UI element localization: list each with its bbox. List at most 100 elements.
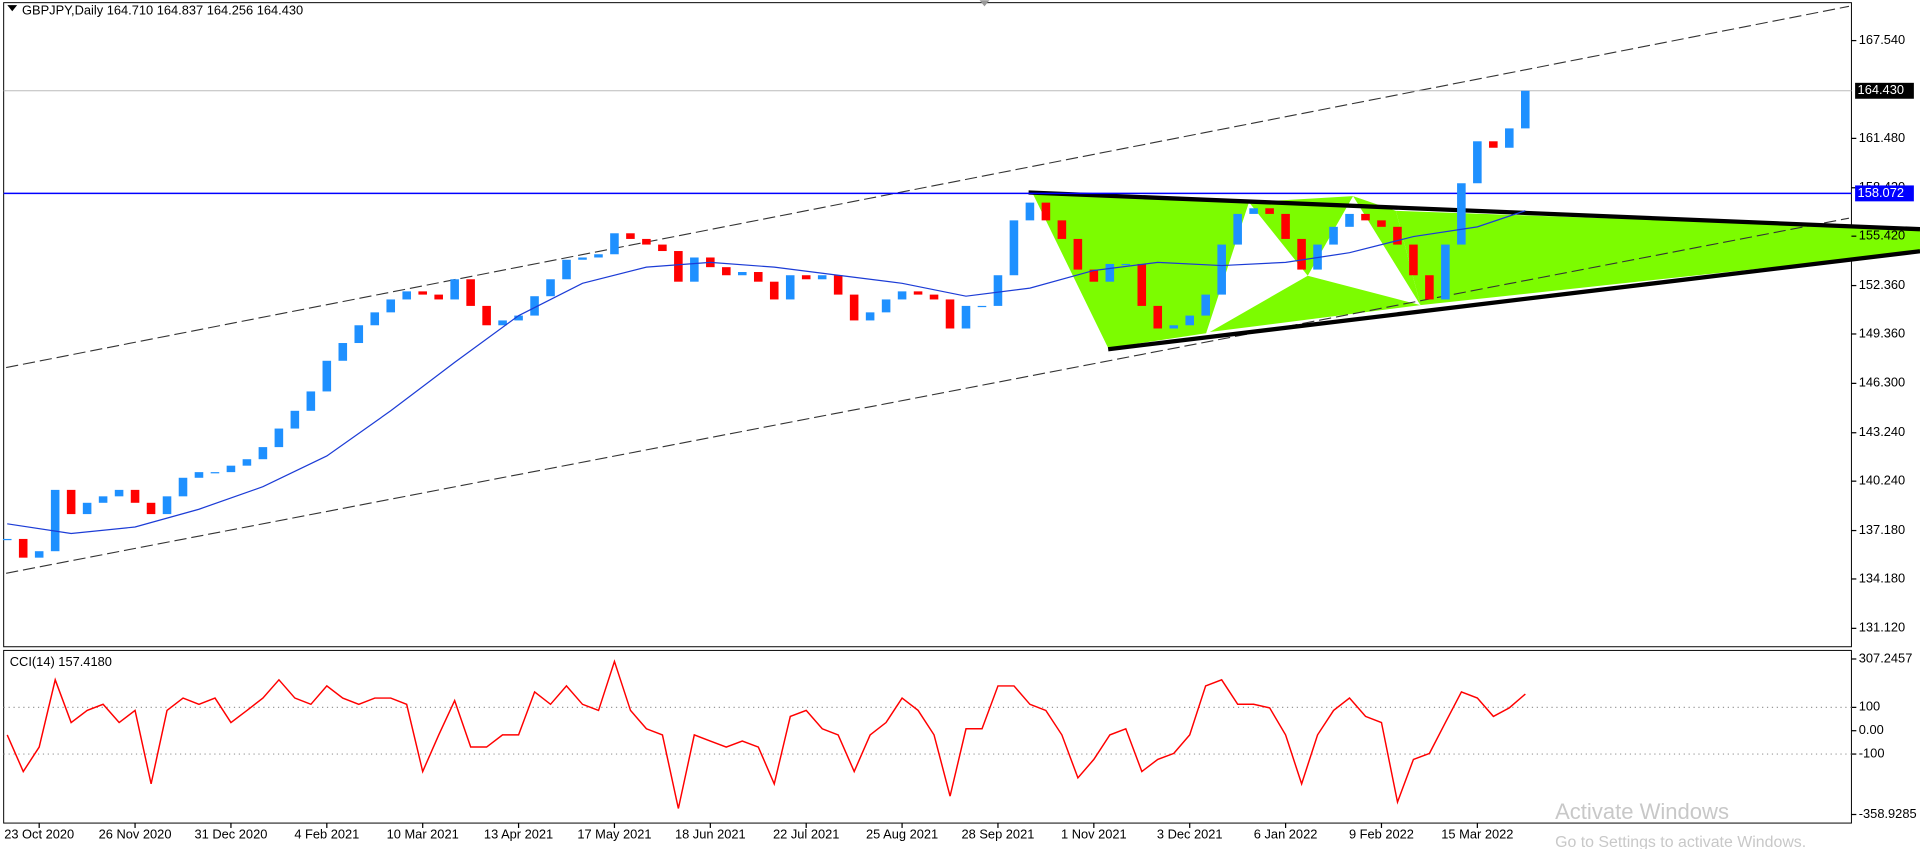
candle [578,257,587,260]
candle [546,279,555,297]
x-tick-label: 13 Apr 2021 [484,827,553,842]
indicator-title: CCI(14) 157.4180 [10,654,112,669]
candle [386,299,396,313]
candle [146,502,156,515]
y-tick-label: 100 [1859,699,1880,714]
candle [1457,183,1466,245]
candle [993,275,1003,306]
y-tick-label: 137.180 [1859,522,1905,537]
y-tick-label: 149.360 [1859,325,1905,340]
candle [338,343,348,361]
x-tick-label: 17 May 2021 [577,827,651,842]
candle [290,410,300,429]
candle [1185,315,1194,326]
x-tick-label: 26 Nov 2020 [99,827,172,842]
indicator-panel [3,649,1852,824]
last-price-label-box [1855,82,1914,99]
candle [226,465,236,473]
candle [738,272,747,276]
candle [210,472,220,474]
candle [1025,202,1035,221]
candle [1265,208,1274,214]
candle [1425,275,1434,300]
candle [849,294,859,321]
candle [785,275,795,300]
watermark-subtitle: Go to Settings to activate Windows. [1555,834,1806,849]
candle [1473,141,1482,184]
candle [1009,220,1019,276]
candle [1297,238,1306,270]
candle [98,496,108,503]
menu-arrow[interactable] [7,5,18,12]
triangle-line [1107,249,1920,352]
candle [817,275,827,280]
moving-average [7,210,1526,535]
candle [114,489,124,497]
candle [1233,213,1242,245]
candle [1073,238,1083,270]
pattern-shape [1209,275,1421,333]
candle [258,447,268,460]
pattern-fill [1032,192,1920,348]
candle [418,291,427,295]
watermark-title: Activate Windows [1555,799,1729,824]
candle [530,296,539,316]
channel-line [6,5,1850,369]
candle [1489,141,1498,148]
candle [769,281,779,300]
candle [1137,263,1147,306]
candle [658,244,667,252]
candle [162,496,172,515]
candle [434,294,443,300]
channel [6,5,1850,574]
candle [1105,263,1115,282]
channel-line [6,217,1850,574]
candle [402,291,411,300]
x-tick-label: 28 Sep 2021 [962,827,1035,842]
x-tick-label: 4 Feb 2021 [294,827,359,842]
candle [881,299,891,313]
candle [690,257,699,282]
candle [1409,244,1418,276]
candle [1393,226,1402,245]
pattern-shape [1395,210,1920,306]
level-label-box [1855,185,1914,202]
x-tick-label: 1 Nov 2021 [1061,827,1127,842]
candle [1521,90,1530,129]
y-tick-label: 143.240 [1859,424,1905,439]
candle [913,291,923,295]
x-tick-label: 6 Jan 2022 [1254,827,1318,842]
candle [1361,213,1370,221]
candle [1057,220,1067,239]
candle [1505,128,1514,148]
triangle [1028,190,1920,352]
candle [354,325,364,344]
x-tick-label: 25 Aug 2021 [866,827,938,842]
y-tick-label: 0.00 [1859,722,1884,737]
y-tick-label: 140.240 [1859,473,1905,488]
candle [66,489,76,515]
candle [1089,269,1099,282]
candle [945,299,955,329]
x-tick-label: 23 Oct 2020 [4,827,74,842]
candle [50,489,60,552]
y-tick-label: -358.9285 [1859,806,1917,821]
candle [929,294,939,300]
candle [1169,325,1179,329]
candle [626,233,635,239]
y-tick-label: 152.360 [1859,277,1905,292]
y-tick-label: 161.480 [1859,130,1905,145]
candle [450,279,459,300]
candle [562,259,571,280]
candle [514,315,523,321]
y-tick-label: 307.2457 [1859,650,1913,665]
shift-marker [979,0,990,7]
y-tick-label: 146.300 [1859,375,1905,390]
candle [1121,263,1131,266]
candle [306,391,316,411]
candle [1041,202,1051,221]
y-tick-label: 131.120 [1859,620,1905,635]
pattern-shape [1248,196,1354,276]
candle [977,305,987,308]
